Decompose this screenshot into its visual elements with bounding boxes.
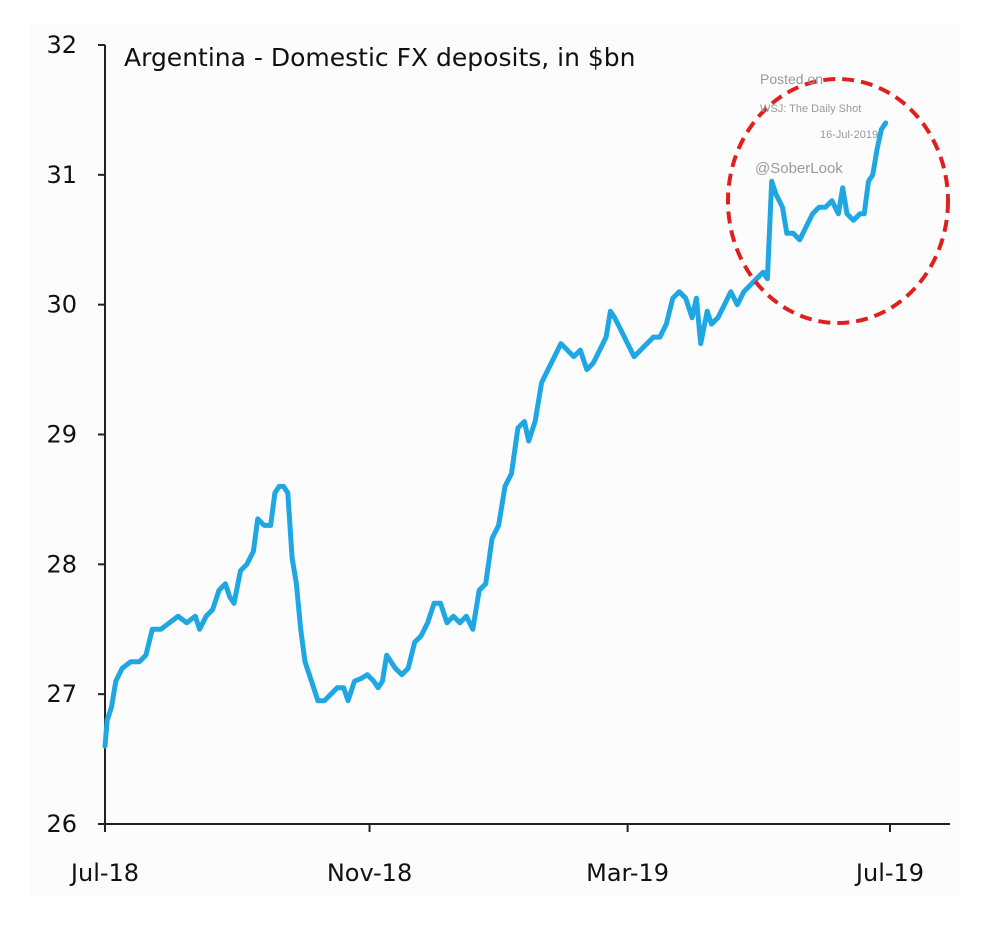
series-line-fx-deposits <box>102 120 889 749</box>
series-layer <box>102 120 889 749</box>
watermark-date: 16-Jul-2019 <box>820 129 878 141</box>
y-tick-label: 28 <box>46 550 77 578</box>
watermark-source: WSJ: The Daily Shot <box>760 103 861 115</box>
y-tick-label: 26 <box>46 810 77 838</box>
y-tick-label: 29 <box>46 421 77 449</box>
x-tick-label: Jul-19 <box>854 859 924 887</box>
x-tick-label: Jul-18 <box>69 859 139 887</box>
watermark-handle: @SoberLook <box>755 160 843 177</box>
watermark-posted-on: Posted on <box>760 71 823 87</box>
y-tick-label: 30 <box>46 291 77 319</box>
chart-title: Argentina - Domestic FX deposits, in $bn <box>124 43 636 72</box>
chart-frame <box>30 25 960 895</box>
highlight-circle <box>726 77 950 325</box>
watermark: Posted on WSJ: The Daily Shot 16-Jul-201… <box>755 71 878 177</box>
x-ticks: Jul-18 Nov-18 Mar-19 Jul-19 <box>69 824 924 887</box>
y-tick-label: 32 <box>46 31 77 59</box>
x-tick-label: Nov-18 <box>327 859 412 887</box>
y-ticks: 26 27 28 29 30 31 32 <box>46 31 105 838</box>
y-tick-label: 31 <box>46 161 77 189</box>
x-tick-label: Mar-19 <box>586 859 669 887</box>
y-tick-label: 27 <box>46 680 77 708</box>
